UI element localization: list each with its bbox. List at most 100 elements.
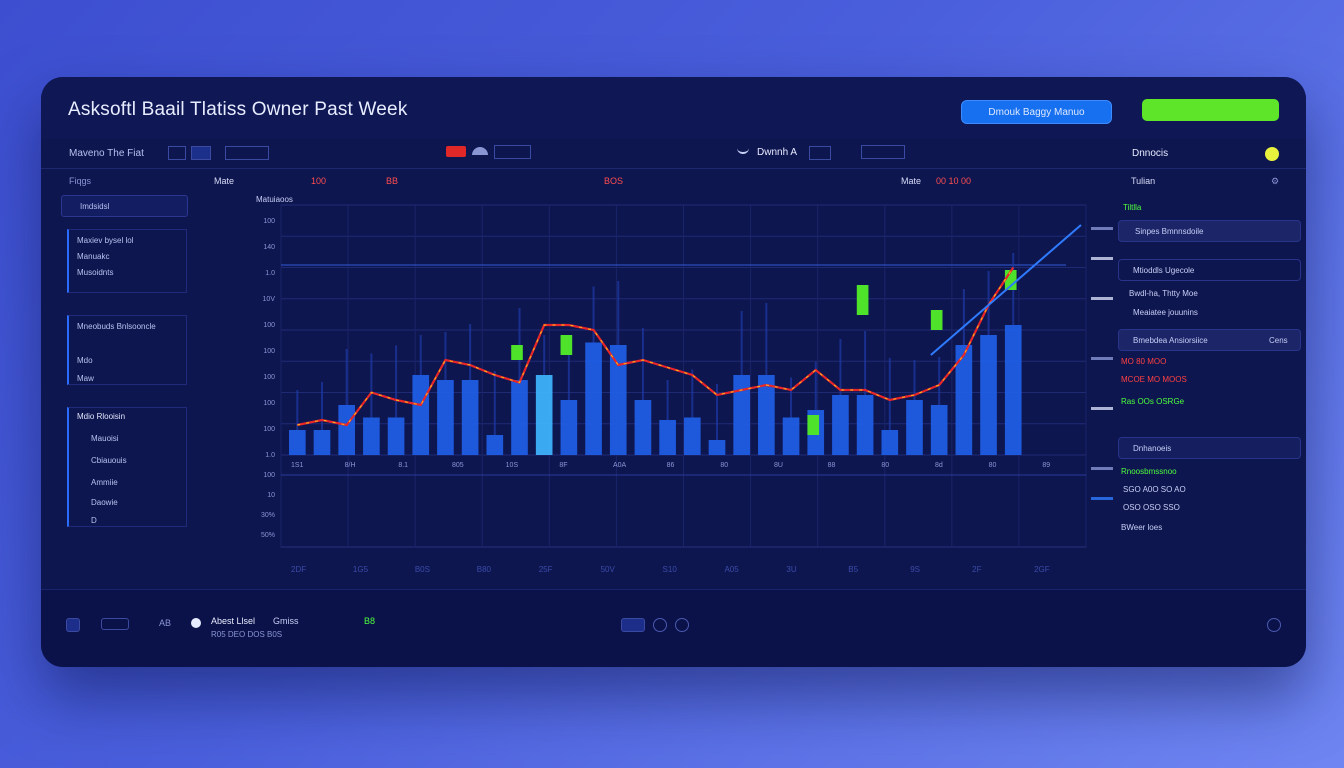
sidebar-group-2: Mneobuds Bnlsooncle Mdo Maw [67, 315, 187, 385]
subbar-red-value-2: BB [386, 176, 399, 186]
timeframe-box[interactable] [809, 146, 831, 160]
right-axis-marker [1091, 227, 1113, 230]
green-action-button[interactable] [1142, 99, 1279, 121]
footer-info-icon[interactable] [1267, 618, 1281, 632]
x-tick-label: 805 [452, 462, 464, 469]
chart-spike [296, 390, 299, 430]
subbar-red-value-4: 00 10 00 [936, 176, 972, 186]
chart-bar [782, 417, 800, 455]
chart-spike [469, 324, 472, 380]
right-card-1[interactable]: Sinpes Bmnnsdoile [1118, 220, 1301, 242]
chart-bar [486, 435, 504, 455]
x-tick-label: 8F [559, 462, 567, 469]
chart-spike [691, 369, 694, 418]
footer-center-icon[interactable] [621, 618, 645, 632]
theme-toggle-icon[interactable] [1265, 147, 1279, 161]
sidebar-item[interactable]: Maw [77, 374, 94, 383]
y-tick-label: 100 [263, 374, 275, 381]
subbar-item-3[interactable]: Mate [901, 176, 922, 186]
main-chart[interactable]: Matuiaoos 100 140 1.0 10V 100 100 100 100 100 1.0 1… [196, 187, 1116, 582]
chart-bar [708, 440, 726, 455]
green-candle [930, 310, 943, 330]
chart-spike [790, 377, 793, 418]
trend-line [930, 224, 1082, 356]
sidebar-header[interactable]: Imdsidsl [61, 195, 188, 217]
x-tick-label-bottom: 1G5 [353, 565, 369, 574]
sidebar-item[interactable]: Ammiie [91, 478, 118, 487]
right-card-2[interactable]: Mtioddls Ugecole [1118, 259, 1301, 281]
chart-bar [955, 345, 973, 455]
x-tick-label-bottom: S10 [663, 565, 678, 574]
sidebar-item[interactable]: Cbiauouis [91, 456, 127, 465]
chart-bar [461, 380, 479, 455]
footer-toggle[interactable] [101, 618, 129, 630]
x-tick-label-bottom: 2F [972, 565, 981, 574]
chart-bar [856, 395, 874, 455]
pager-dot-1[interactable] [653, 618, 667, 632]
x-tick-label-bottom: 50V [601, 565, 616, 574]
pager-dot-2[interactable] [675, 618, 689, 632]
primary-action-button[interactable]: Dmouk Baggy Manuo [961, 100, 1112, 124]
sidebar-item[interactable]: Mauoisi [91, 434, 119, 443]
cloud-icon[interactable] [472, 147, 488, 155]
green-candle [560, 335, 573, 355]
sidebar-item[interactable]: Daowie [91, 498, 118, 507]
sidebar-item[interactable]: Mneobuds Bnlsooncle [77, 322, 156, 331]
chart-spike [493, 371, 496, 435]
subbar-item-4[interactable]: Tulian [1131, 176, 1156, 186]
view-toggle[interactable] [225, 146, 269, 160]
toolbar: Maveno The Fiat Dwnnh A Dnnocis [41, 139, 1306, 169]
sidebar-item[interactable]: D [91, 516, 97, 525]
chart-bar [980, 335, 997, 455]
range-box[interactable] [861, 145, 905, 159]
settings-icon[interactable]: ⚙ [1271, 176, 1280, 186]
grid-icon[interactable] [168, 146, 186, 160]
right-axis-marker [1091, 497, 1113, 500]
chart-bar [585, 342, 602, 455]
record-icon[interactable] [446, 146, 466, 157]
footer-sub: R05 DEO DOS B0S [211, 630, 283, 639]
chart-bar [906, 400, 923, 455]
toolbar-right-label: Dnnocis [1132, 148, 1169, 159]
x-tick-label-bottom: 25F [539, 565, 553, 574]
sidebar-item[interactable]: Musoidnts [77, 268, 114, 277]
toolbar-left-label: Maveno The Fiat [69, 148, 144, 159]
home-icon[interactable] [191, 146, 211, 160]
chart-bar [1004, 325, 1022, 455]
x-tick-label: 1S1 [291, 462, 304, 469]
right-stats-green: Ras OOs OSRGe [1121, 397, 1185, 406]
x-tick-label: 80 [989, 462, 997, 469]
dropdown-icon[interactable] [737, 148, 749, 154]
chart-spike [666, 380, 669, 420]
chart-spike [419, 335, 422, 375]
chart-spike [345, 349, 348, 405]
sidebar-group-3: Mdio Rlooisin Mauoisi Cbiauouis Ammiie D… [67, 407, 187, 527]
filter-box[interactable] [494, 145, 531, 159]
right-card-1-label: Sinpes Bmnnsdoile [1135, 227, 1204, 236]
x-tick-label: 89 [1042, 462, 1050, 469]
y-tick-label: 30% [261, 512, 275, 519]
chart-bar [733, 375, 750, 455]
chart-spike [740, 311, 743, 375]
subbar-item-2[interactable]: Mate [214, 176, 235, 186]
y-tick-label: 50% [261, 532, 275, 539]
x-tick-label: 8d [935, 462, 943, 469]
chart-spike [938, 357, 941, 405]
right-info-card[interactable]: Dnhanoeis [1118, 437, 1301, 459]
right-card-3[interactable]: Bmebdea Ansiorsiice Cens [1118, 329, 1301, 351]
x-tick-label-bottom: 2GF [1034, 565, 1050, 574]
subbar-item-1[interactable]: Fiqgs [69, 176, 92, 186]
x-tick-label: 8U [774, 462, 783, 469]
sidebar-item[interactable]: Mdo [77, 356, 93, 365]
footer-label-1: Abest Llsel [211, 616, 256, 626]
footer-menu-icon[interactable] [66, 618, 80, 632]
right-card-2-label: Mtioddls Ugecole [1133, 266, 1195, 275]
chart-canvas[interactable]: Matuiaoos 100 140 1.0 10V 100 100 100 100 100 1.0 1… [196, 187, 1116, 582]
green-candle [856, 285, 869, 315]
right-card-3-label: Bmebdea Ansiorsiice [1133, 336, 1208, 345]
x-tick-label: 80 [881, 462, 889, 469]
sidebar-item[interactable]: Maxiev bysel lol [77, 236, 134, 245]
right-header: Tiltlla [1123, 203, 1142, 212]
x-tick-label-bottom: A05 [724, 565, 739, 574]
sidebar-item[interactable]: Manuakc [77, 252, 110, 261]
